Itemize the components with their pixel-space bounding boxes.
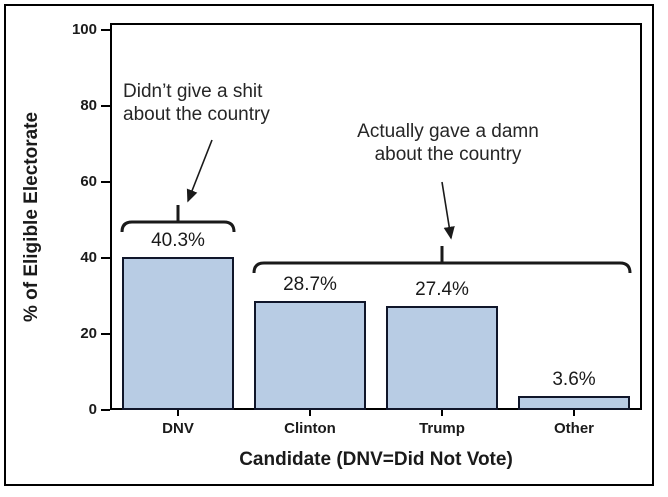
- x-tick-label-trump: Trump: [419, 420, 465, 437]
- value-label-clinton: 28.7%: [283, 274, 337, 295]
- y-tick-20: [101, 333, 110, 335]
- y-tick-label-60: 60: [80, 173, 97, 190]
- x-tick-label-other: Other: [553, 420, 595, 437]
- y-tick-label-80: 80: [80, 97, 97, 114]
- value-label-dnv: 40.3%: [151, 230, 205, 251]
- value-label-trump: 27.4%: [415, 279, 469, 300]
- y-axis-title: % of Eligible Electorate: [21, 111, 42, 323]
- x-tick-clinton: [309, 410, 311, 416]
- x-tick-dnv: [177, 410, 179, 416]
- annotation-dnv-line2: about the country: [123, 104, 270, 125]
- annotation-dnv-text: Didn’t give a shit about the country: [123, 80, 270, 126]
- y-tick-0: [101, 409, 110, 411]
- y-tick-label-40: 40: [80, 249, 97, 266]
- x-tick-trump: [441, 410, 443, 416]
- annotation-dnv-line1: Didn’t give a shit: [123, 81, 263, 102]
- y-tick-40: [101, 257, 110, 259]
- x-tick-other: [573, 410, 575, 416]
- x-tick-label-dnv: DNV: [162, 420, 194, 437]
- x-axis-title: Candidate (DNV=Did Not Vote): [239, 449, 513, 470]
- bar-clinton: [254, 301, 366, 410]
- bar-trump: [386, 306, 498, 410]
- value-label-other: 3.6%: [552, 369, 596, 390]
- y-tick-80: [101, 105, 110, 107]
- y-tick-label-100: 100: [71, 21, 97, 38]
- annotation-voted-line1: Actually gave a damn: [357, 121, 539, 142]
- annotation-voted-line2: about the country: [374, 144, 522, 165]
- y-tick-label-0: 0: [88, 401, 97, 418]
- y-tick-label-20: 20: [80, 325, 97, 342]
- y-tick-60: [101, 181, 110, 183]
- annotation-voted-text: Actually gave a damn about the country: [357, 120, 539, 166]
- y-tick-100: [101, 29, 110, 31]
- x-tick-label-clinton: Clinton: [284, 420, 336, 437]
- bar-other: [518, 396, 630, 410]
- bar-dnv: [122, 257, 234, 410]
